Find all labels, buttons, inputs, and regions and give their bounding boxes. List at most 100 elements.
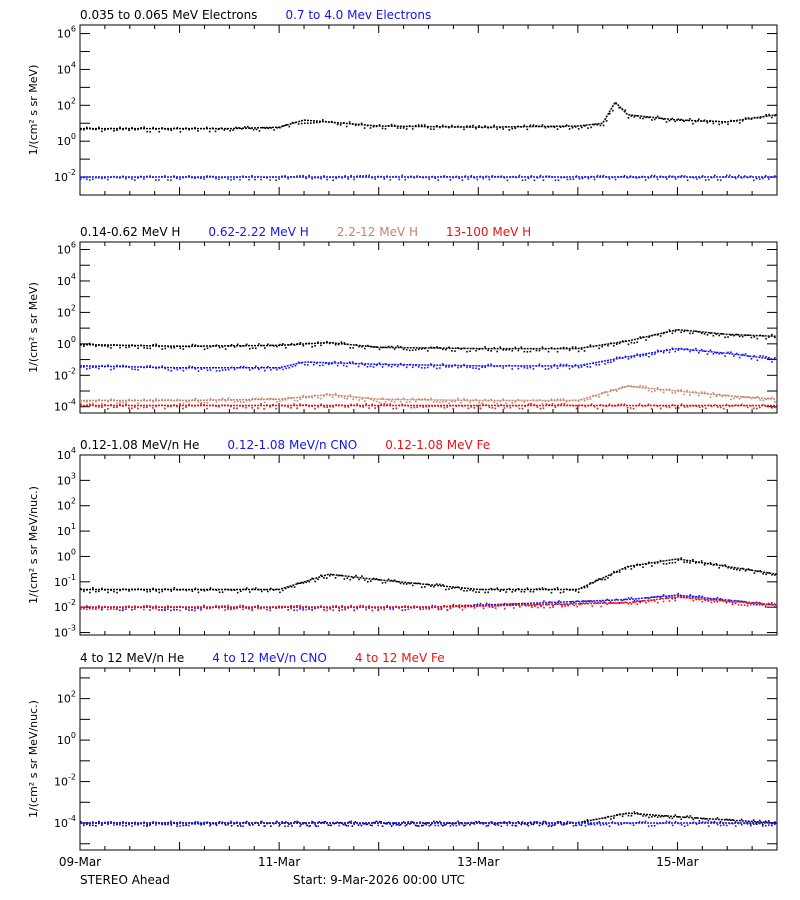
data-point (86, 343, 88, 346)
data-point (390, 579, 393, 582)
data-point (520, 399, 523, 402)
data-point (636, 599, 639, 602)
data-point (651, 119, 653, 121)
data-point (607, 815, 609, 818)
data-point (609, 602, 612, 604)
data-point (651, 334, 653, 337)
data-point (618, 387, 621, 390)
data-point (140, 399, 142, 402)
data-point (410, 175, 413, 178)
data-point (737, 604, 740, 606)
data-point (185, 400, 188, 403)
data-point (98, 126, 100, 129)
data-point (518, 407, 521, 410)
data-point (230, 820, 232, 823)
data-point (107, 128, 109, 130)
data-point (182, 824, 184, 827)
legend-entry: 0.12-1.08 MeV Fe (385, 438, 490, 452)
data-point (478, 368, 480, 370)
data-point (518, 822, 521, 825)
data-point (581, 177, 584, 180)
data-point (759, 117, 762, 119)
data-point (654, 390, 656, 392)
data-point (143, 605, 145, 607)
data-point (703, 564, 706, 566)
data-point (230, 343, 233, 346)
data-point (639, 355, 641, 358)
data-point (261, 126, 264, 129)
data-point (607, 394, 609, 396)
data-point (149, 590, 151, 593)
data-point (443, 406, 446, 409)
data-point (137, 177, 139, 179)
data-point (743, 175, 746, 177)
data-point (383, 178, 386, 180)
data-point (515, 824, 518, 827)
data-point (290, 605, 292, 607)
data-point (606, 598, 609, 601)
data-point (736, 568, 738, 571)
data-point (565, 823, 568, 825)
data-point (473, 603, 476, 606)
data-point (197, 176, 199, 179)
data-point (446, 406, 449, 408)
data-point (755, 823, 758, 826)
data-point (639, 336, 641, 338)
data-point (269, 607, 271, 610)
data-point (98, 820, 100, 823)
data-point (360, 824, 363, 827)
data-point (137, 606, 139, 608)
data-point (496, 365, 498, 368)
data-point (260, 403, 262, 405)
data-point (386, 403, 389, 406)
data-point (299, 825, 301, 827)
data-point (173, 404, 175, 406)
data-point (505, 402, 508, 405)
data-point (405, 128, 408, 130)
data-point (293, 609, 295, 612)
data-point (143, 608, 145, 611)
data-point (264, 347, 266, 349)
data-point (555, 603, 557, 605)
data-point (401, 609, 404, 612)
data-point (734, 599, 737, 602)
series-line (80, 100, 778, 130)
data-point (665, 596, 668, 599)
data-point (446, 175, 449, 178)
data-point (383, 608, 386, 610)
data-point (287, 406, 289, 408)
data-point (80, 820, 82, 823)
data-point (445, 400, 447, 403)
data-point (668, 821, 671, 823)
data-point (323, 821, 325, 823)
data-point (269, 822, 271, 825)
data-point (630, 596, 633, 599)
data-point (452, 606, 455, 608)
data-point (448, 366, 450, 368)
data-point (257, 607, 259, 610)
data-point (493, 365, 495, 368)
data-point (266, 822, 268, 825)
data-point (326, 609, 328, 612)
data-point (185, 367, 188, 370)
data-point (662, 822, 665, 824)
data-point (535, 821, 538, 823)
data-point (155, 605, 157, 607)
data-point (404, 824, 407, 827)
data-point (352, 398, 354, 401)
data-point (270, 344, 272, 347)
data-point (203, 348, 206, 351)
data-point (395, 175, 398, 178)
data-point (689, 597, 692, 600)
data-point (535, 349, 538, 352)
data-point (330, 120, 333, 123)
data-point (559, 126, 562, 128)
data-point (345, 824, 348, 827)
data-point (654, 562, 656, 565)
data-point (194, 368, 197, 370)
data-point (80, 128, 82, 131)
data-point (101, 344, 103, 347)
data-point (442, 363, 444, 365)
data-point (92, 343, 94, 346)
data-point (741, 353, 744, 356)
